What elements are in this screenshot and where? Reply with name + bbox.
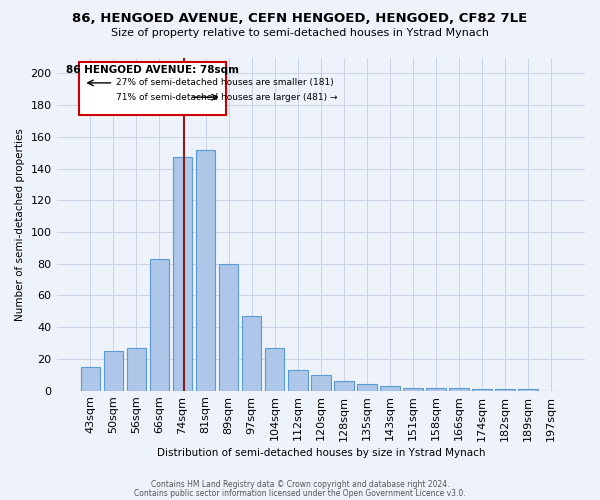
Bar	[196, 150, 215, 390]
Text: 27% of semi-detached houses are smaller (181): 27% of semi-detached houses are smaller …	[116, 78, 334, 88]
Bar	[242, 316, 262, 390]
Bar	[357, 384, 377, 390]
Bar	[311, 375, 331, 390]
Bar	[472, 389, 492, 390]
Bar	[380, 386, 400, 390]
Bar	[219, 264, 238, 390]
FancyBboxPatch shape	[79, 62, 226, 114]
Text: Contains public sector information licensed under the Open Government Licence v3: Contains public sector information licen…	[134, 489, 466, 498]
Bar	[403, 388, 423, 390]
Bar	[449, 388, 469, 390]
Bar	[149, 259, 169, 390]
Y-axis label: Number of semi-detached properties: Number of semi-detached properties	[15, 128, 25, 320]
Bar	[104, 351, 123, 391]
Text: 86, HENGOED AVENUE, CEFN HENGOED, HENGOED, CF82 7LE: 86, HENGOED AVENUE, CEFN HENGOED, HENGOE…	[73, 12, 527, 26]
Text: 71% of semi-detached houses are larger (481) →: 71% of semi-detached houses are larger (…	[116, 92, 337, 102]
X-axis label: Distribution of semi-detached houses by size in Ystrad Mynach: Distribution of semi-detached houses by …	[157, 448, 485, 458]
Bar	[288, 370, 308, 390]
Bar	[127, 348, 146, 391]
Bar	[265, 348, 284, 391]
Bar	[496, 389, 515, 390]
Bar	[173, 158, 193, 390]
Bar	[80, 367, 100, 390]
Bar	[518, 389, 538, 390]
Text: Contains HM Land Registry data © Crown copyright and database right 2024.: Contains HM Land Registry data © Crown c…	[151, 480, 449, 489]
Bar	[426, 388, 446, 390]
Bar	[334, 381, 353, 390]
Text: 86 HENGOED AVENUE: 78sqm: 86 HENGOED AVENUE: 78sqm	[66, 64, 239, 74]
Text: Size of property relative to semi-detached houses in Ystrad Mynach: Size of property relative to semi-detach…	[111, 28, 489, 38]
